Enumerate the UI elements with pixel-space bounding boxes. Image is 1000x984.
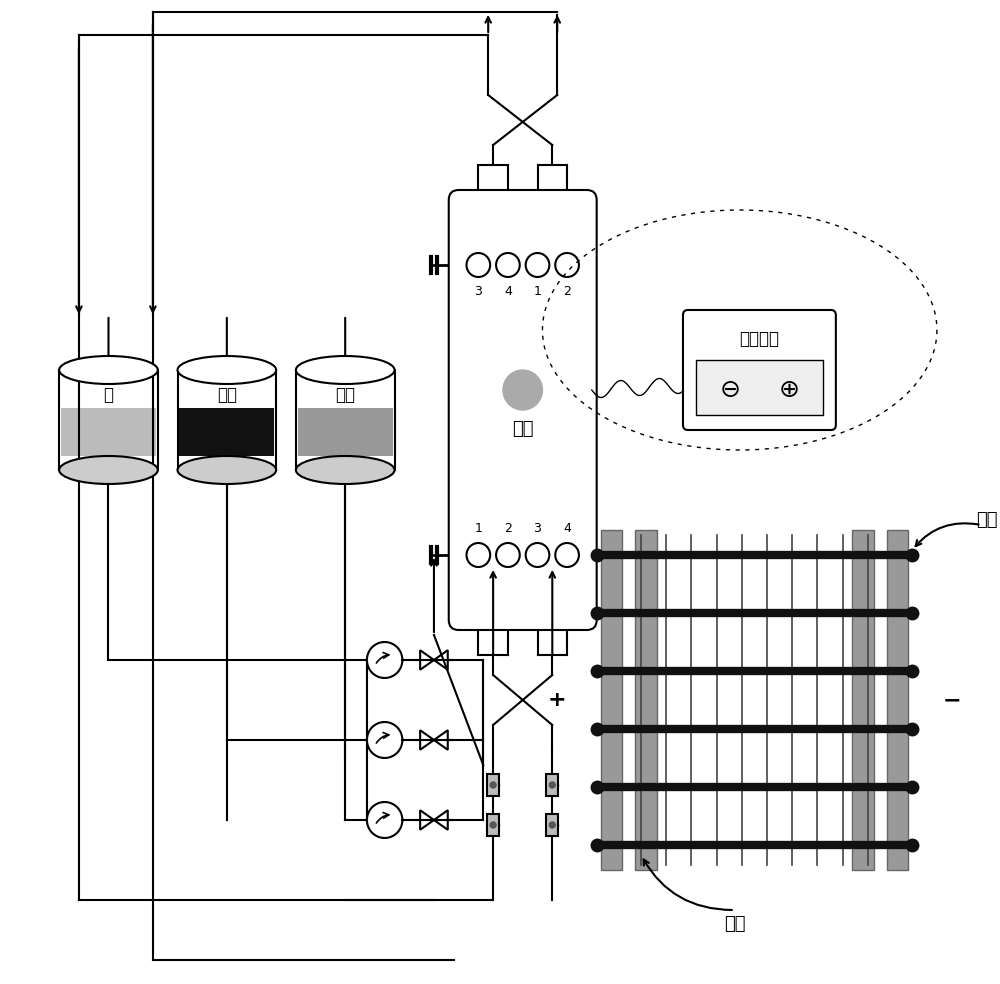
FancyBboxPatch shape [449, 190, 597, 630]
Ellipse shape [178, 356, 276, 384]
Circle shape [490, 782, 496, 788]
Bar [487, 774, 499, 796]
Text: 料液: 料液 [217, 386, 237, 404]
Text: ⊖: ⊖ [719, 378, 740, 402]
Bar [635, 530, 657, 870]
Text: 2: 2 [563, 285, 571, 298]
Circle shape [549, 822, 555, 828]
Bar [179, 408, 274, 456]
Bar [887, 530, 908, 870]
Circle shape [490, 822, 496, 828]
Text: −: − [942, 690, 961, 710]
Text: 极液: 极液 [976, 511, 998, 529]
Bar [61, 408, 156, 456]
Text: ⊕: ⊕ [778, 378, 800, 402]
Ellipse shape [59, 356, 158, 384]
Ellipse shape [296, 456, 394, 484]
Text: 4: 4 [563, 522, 571, 535]
Text: 极液: 极液 [724, 915, 746, 933]
Text: 极液: 极液 [335, 386, 355, 404]
Text: 3: 3 [534, 522, 541, 535]
Text: 直流电源: 直流电源 [739, 330, 779, 348]
Ellipse shape [296, 356, 394, 384]
Ellipse shape [178, 456, 276, 484]
FancyBboxPatch shape [683, 310, 836, 430]
Text: 阴极: 阴极 [512, 420, 533, 438]
Text: 1: 1 [474, 522, 482, 535]
Bar [298, 408, 393, 456]
Bar [546, 774, 558, 796]
Bar [487, 814, 499, 836]
Circle shape [549, 782, 555, 788]
Text: 4: 4 [504, 285, 512, 298]
Bar [852, 530, 874, 870]
Bar [696, 360, 823, 415]
Ellipse shape [59, 456, 158, 484]
Text: 3: 3 [474, 285, 482, 298]
Text: 1: 1 [534, 285, 541, 298]
Text: +: + [548, 690, 567, 710]
Circle shape [503, 370, 542, 410]
Text: 酸: 酸 [103, 386, 113, 404]
Text: 2: 2 [504, 522, 512, 535]
Bar [546, 814, 558, 836]
Bar [601, 530, 622, 870]
